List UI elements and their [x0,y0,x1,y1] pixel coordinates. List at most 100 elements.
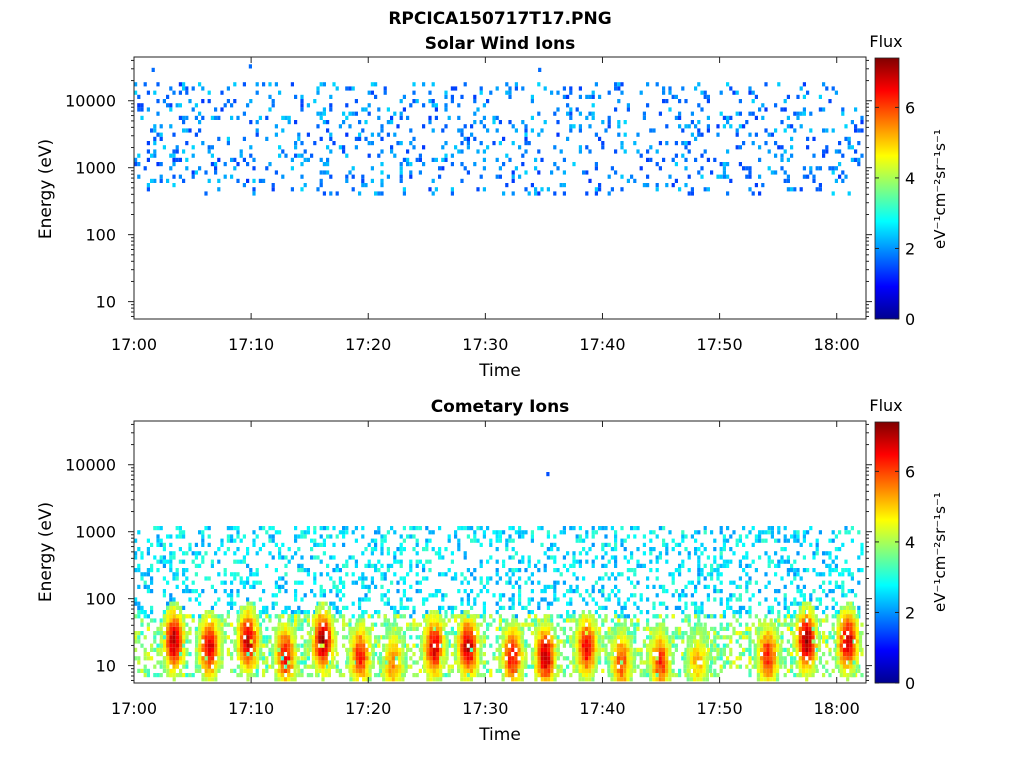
burst-cell [318,626,322,631]
flux-cell [614,538,618,543]
flux-cell [262,605,266,610]
flux-cell [450,664,454,669]
flux-cell [738,593,742,598]
flux-cell [220,538,224,543]
flux-cell [406,605,410,610]
flux-cell [706,631,710,636]
flux-cell [716,589,720,594]
burst-cell [352,635,356,640]
flux-cell [153,673,157,678]
flux-cell [217,178,221,183]
flux-cell [294,141,298,146]
flux-cell [738,559,742,564]
flux-cell [345,174,349,179]
flux-cell [530,589,534,594]
flux-cell [367,584,371,589]
flux-cell [162,635,166,640]
flux-cell [831,86,835,91]
burst-cell [166,664,170,669]
flux-cell [220,626,224,631]
flux-cell [284,572,288,577]
flux-cell [569,639,573,644]
flux-cell [214,162,218,167]
flux-cell [489,542,493,547]
burst-cell [166,614,170,619]
flux-cell [470,647,474,652]
flux-cell [169,563,173,568]
flux-cell [508,597,512,602]
flux-cell [393,551,397,556]
flux-cell [524,652,528,657]
burst-cell [346,660,350,665]
flux-cell [319,534,323,539]
flux-cell [530,183,534,188]
flux-cell [406,149,410,154]
flux-cell [614,555,618,560]
flux-cell [786,124,790,129]
flux-cell [415,622,419,627]
flux-cell [185,90,189,95]
flux-cell [486,559,490,564]
flux-cell [348,111,352,116]
flux-cell [473,538,477,543]
flux-cell [342,563,346,568]
burst-cell [172,660,176,665]
flux-cell [159,538,163,543]
flux-cell [534,618,538,623]
flux-cell [361,576,365,581]
flux-cell [585,94,589,99]
flux-cell [300,618,304,623]
burst-cell [476,631,480,636]
flux-cell [271,526,275,531]
burst-cell [432,639,436,644]
flux-cell [738,652,742,657]
flux-cell [358,132,362,137]
flux-cell [406,572,410,577]
flux-cell [818,530,822,535]
burst-cell [249,652,253,657]
flux-cell [172,555,176,560]
burst-cell [243,610,247,615]
burst-cell [308,643,312,648]
flux-cell [748,90,752,95]
flux-cell [847,660,851,665]
flux-cell [316,555,320,560]
flux-cell [233,601,237,606]
flux-cell [646,647,650,652]
flux-cell [415,580,419,585]
burst-cell [391,652,395,657]
flux-cell [236,162,240,167]
burst-cell [358,656,363,661]
flux-cell [569,526,573,531]
burst-cell [324,622,328,627]
flux-cell [338,673,342,678]
flux-cell [146,547,150,552]
flux-cell [162,145,166,150]
burst-cell [246,647,250,652]
flux-cell [745,647,749,652]
flux-cell [246,597,250,602]
flux-cell [447,631,451,636]
flux-cell [364,610,368,615]
flux-cell [242,584,246,589]
burst-cell [211,635,215,640]
burst-cell [243,668,247,673]
flux-cell [460,610,464,615]
flux-cell [831,668,835,673]
flux-cell [169,555,173,560]
flux-cell [326,170,330,175]
flux-cell [473,99,477,104]
flux-cell [646,157,650,162]
flux-cell [761,538,765,543]
burst-cell [371,652,375,657]
flux-cell [425,526,429,531]
flux-cell [447,605,451,610]
flux-cell [802,107,806,112]
burst-cell [214,677,218,682]
flux-cell [646,618,650,623]
flux-cell [713,568,717,573]
flux-cell [550,547,554,552]
flux-cell [428,593,432,598]
flux-cell [636,664,640,669]
flux-cell [742,605,746,610]
